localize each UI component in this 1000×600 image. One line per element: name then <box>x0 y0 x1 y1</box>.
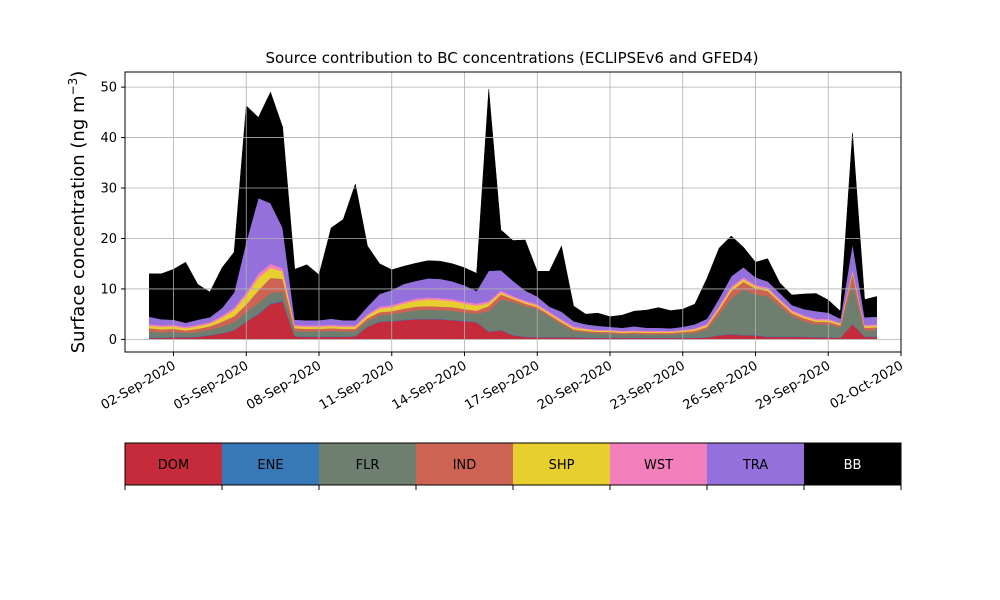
y-tick-label: 40 <box>100 131 117 146</box>
legend-swatch-wst <box>610 443 707 485</box>
y-axis-label-close: ) <box>68 71 89 78</box>
legend-swatch-dom <box>125 443 222 485</box>
y-tick-label: 20 <box>100 232 117 247</box>
y-tick-label: 10 <box>100 282 117 297</box>
y-tick-label: 50 <box>100 81 117 96</box>
legend-label-tra: TRA <box>742 458 768 473</box>
chart-title: Source contribution to BC concentrations… <box>265 49 758 67</box>
source-colorbar-legend: DOM ENE FLR IND SHP WST TRA BB <box>124 442 902 490</box>
y-axis-label: Surface concentration (ng m−3) <box>66 71 89 354</box>
y-axis-label-unit-exponent: −3 <box>66 78 80 96</box>
legend-label-flr: FLR <box>356 458 380 473</box>
legend-label-shp: SHP <box>549 458 575 473</box>
y-tick-label: 30 <box>100 182 117 197</box>
area-bb <box>149 89 877 329</box>
legend-swatch-tra <box>707 443 804 485</box>
plot-frame <box>124 71 902 353</box>
y-axis-ticks: 0 10 20 30 40 50 <box>100 81 125 348</box>
legend-swatch-flr <box>319 443 416 485</box>
legend-label-bb: BB <box>844 458 862 473</box>
legend-swatch-ene <box>222 443 319 485</box>
legend-swatch-bb <box>804 443 901 485</box>
legend-label-dom: DOM <box>158 458 189 473</box>
y-axis-label-text: Surface concentration (ng m <box>68 95 89 353</box>
stacked-area-layers <box>149 89 877 340</box>
legend-label-ind: IND <box>453 458 477 473</box>
legend-label-ene: ENE <box>257 458 283 473</box>
y-tick-label: 0 <box>109 333 117 348</box>
legend-swatch-ind <box>416 443 513 485</box>
legend-swatch-shp <box>513 443 610 485</box>
legend-label-wst: WST <box>644 458 673 473</box>
